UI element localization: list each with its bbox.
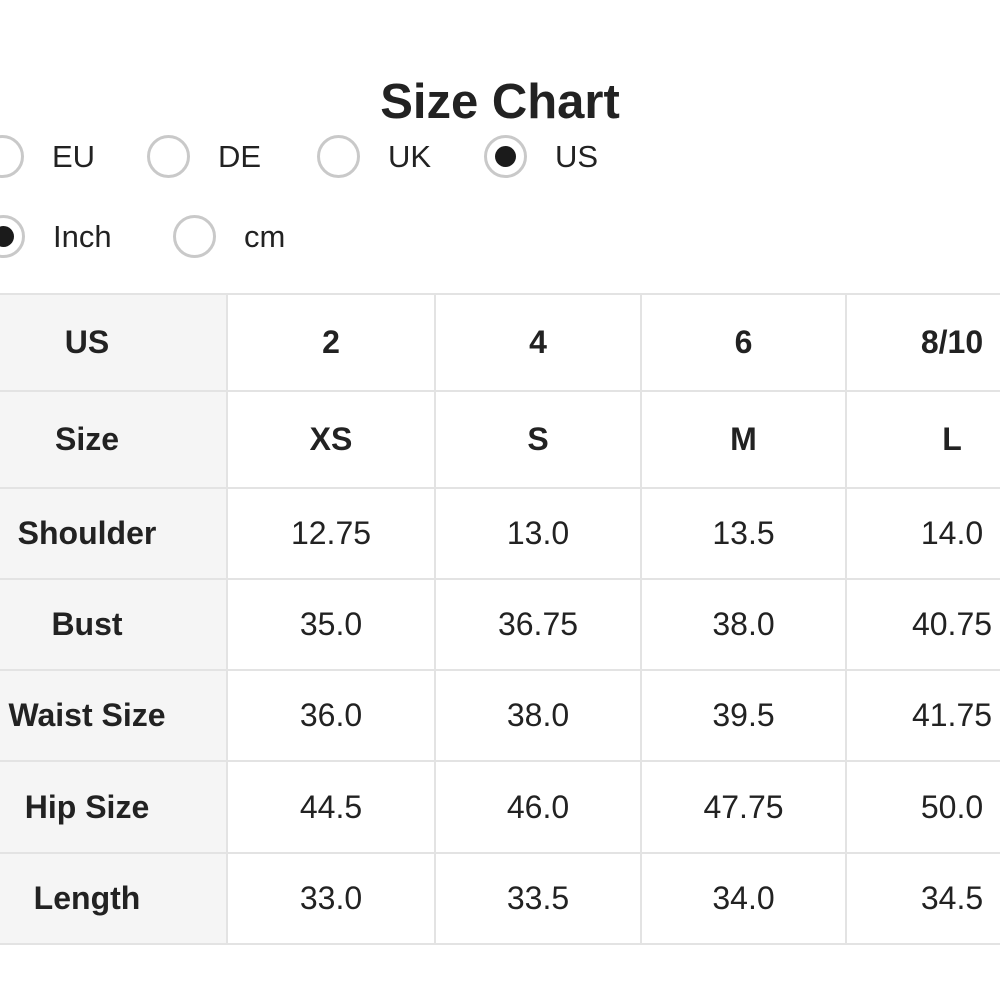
table-cell: 38.0 [640, 578, 847, 671]
table-cell: 50.0 [845, 760, 1000, 854]
table-cell: 34.0 [640, 852, 847, 945]
table-cell: 36.75 [434, 578, 642, 671]
radio-label-de: DE [218, 139, 262, 174]
radio-unit-cm[interactable]: cm [173, 215, 285, 258]
table-cell: 8/10 [845, 293, 1000, 392]
table-cell: 47.75 [640, 760, 847, 854]
table-row: Size XS S M L [0, 390, 1000, 489]
table-cell: 36.0 [226, 669, 436, 762]
table-cell: L [845, 390, 1000, 489]
radio-dot-icon [495, 146, 516, 167]
radio-button-icon [0, 215, 25, 258]
radio-label-cm: cm [244, 219, 286, 254]
table-cell: 33.5 [434, 852, 642, 945]
table-cell: 41.75 [845, 669, 1000, 762]
radio-button-icon [0, 135, 24, 178]
table-cell: 13.5 [640, 487, 847, 580]
table-row: Bust 35.0 36.75 38.0 40.75 [0, 578, 1000, 671]
radio-label-uk: UK [388, 139, 432, 174]
table-cell: 13.0 [434, 487, 642, 580]
table-cell: 6 [640, 293, 847, 392]
row-header-cell: Length [0, 852, 228, 945]
radio-region-de[interactable]: DE [147, 135, 261, 178]
radio-button-icon [317, 135, 360, 178]
table-cell: 39.5 [640, 669, 847, 762]
row-header-cell: Shoulder [0, 487, 228, 580]
row-header-cell: Hip Size [0, 760, 228, 854]
table-row: US 2 4 6 8/10 [0, 293, 1000, 392]
table-cell: 33.0 [226, 852, 436, 945]
table-cell: XS [226, 390, 436, 489]
row-header-cell: Waist Size [0, 669, 228, 762]
row-header-cell: Size [0, 390, 228, 489]
table-cell: 35.0 [226, 578, 436, 671]
radio-button-icon [173, 215, 216, 258]
radio-region-uk[interactable]: UK [317, 135, 431, 178]
row-header-cell: Bust [0, 578, 228, 671]
page-title: Size Chart [380, 74, 620, 129]
table-cell: 4 [434, 293, 642, 392]
table-cell: 2 [226, 293, 436, 392]
radio-button-icon [147, 135, 190, 178]
radio-label-inch: Inch [53, 219, 112, 254]
radio-dot-icon [0, 226, 14, 247]
table-row: Length 33.0 33.5 34.0 34.5 [0, 852, 1000, 945]
radio-label-us: US [555, 139, 599, 174]
table-row: Hip Size 44.5 46.0 47.75 50.0 [0, 760, 1000, 854]
table-cell: 46.0 [434, 760, 642, 854]
radio-region-eu[interactable]: EU [0, 135, 95, 178]
radio-unit-inch[interactable]: Inch [0, 215, 112, 258]
table-cell: S [434, 390, 642, 489]
table-cell: 34.5 [845, 852, 1000, 945]
table-cell: 14.0 [845, 487, 1000, 580]
table-cell: 38.0 [434, 669, 642, 762]
row-header-cell: US [0, 293, 228, 392]
table-cell: 12.75 [226, 487, 436, 580]
size-chart-table: US 2 4 6 8/10 Size XS S M L Shoulder 12.75 13.0 13.5 1… [0, 293, 1000, 945]
table-cell: M [640, 390, 847, 489]
radio-region-us[interactable]: US [484, 135, 598, 178]
table-row: Waist Size 36.0 38.0 39.5 41.75 [0, 669, 1000, 762]
table-row: Shoulder 12.75 13.0 13.5 14.0 [0, 487, 1000, 580]
radio-button-icon [484, 135, 527, 178]
radio-label-eu: EU [52, 139, 96, 174]
table-cell: 44.5 [226, 760, 436, 854]
table-cell: 40.75 [845, 578, 1000, 671]
